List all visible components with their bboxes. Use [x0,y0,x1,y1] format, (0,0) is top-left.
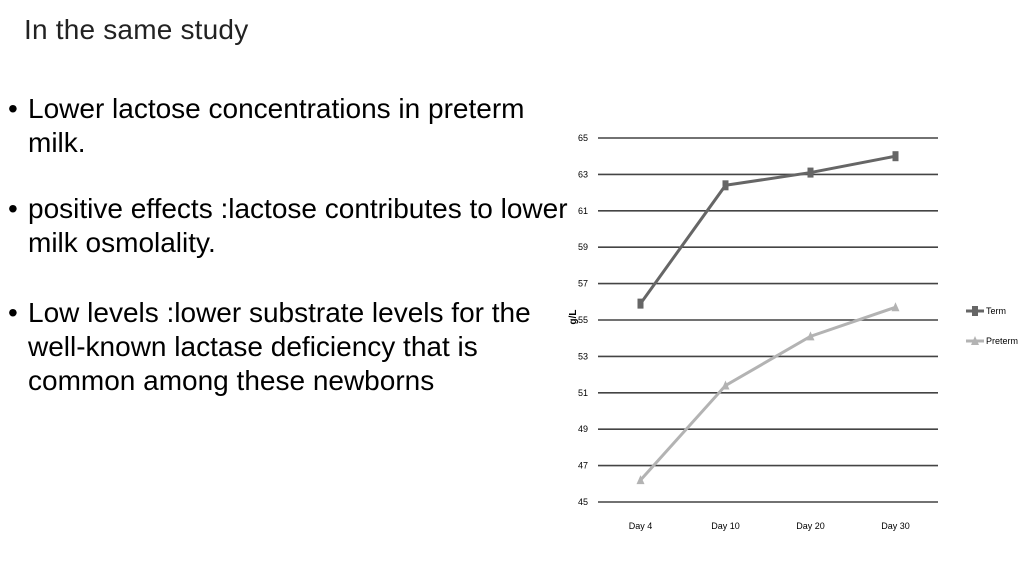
x-tick-label: Day 4 [629,521,653,531]
y-tick-label: 65 [578,133,588,143]
y-tick-label: 49 [578,424,588,434]
chart-container: 45 47 49 51 53 55 57 59 61 63 65 Day 4 Day 10 Day 20… [558,120,1024,550]
y-tick-label: 57 [578,279,588,289]
y-tick-labels: 45 47 49 51 53 55 57 59 61 63 65 [578,133,588,507]
x-tick-label: Day 20 [796,521,825,531]
y-tick-label: 45 [578,497,588,507]
x-tick-labels: Day 4 Day 10 Day 20 Day 30 [629,521,910,531]
y-tick-label: 55 [578,315,588,325]
triangle-marker [806,331,815,341]
triangle-marker [971,336,979,345]
series-lines [636,151,900,485]
legend-entry: Preterm [986,336,1018,346]
y-axis-label: g/L [568,310,579,325]
square-marker [807,167,814,178]
y-tick-label: 47 [578,461,588,471]
square-marker [722,180,729,191]
line-chart: 45 47 49 51 53 55 57 59 61 63 65 Day 4 Day 10 Day 20… [568,133,1018,531]
bullet-item: • positive effects :lactose contributes … [8,192,568,260]
slide-title: In the same study [24,14,249,45]
legend-entry: Term [986,306,1006,316]
bullet-dot: • [8,297,18,328]
x-tick-label: Day 30 [881,521,910,531]
y-tick-label: 53 [578,351,588,361]
y-tick-label: 51 [578,388,588,398]
x-tick-label: Day 10 [711,521,740,531]
bullet-text: Low levels :lower substrate levels for t… [28,297,531,396]
grid-lines [598,137,938,503]
square-marker [892,151,899,162]
triangle-marker [891,302,900,312]
bullet-dot: • [8,93,18,124]
bullet-text: Lower lactose concentrations in preterm … [28,93,525,158]
bullet-dot: • [8,193,18,224]
y-tick-label: 59 [578,242,588,252]
bullet-text: positive effects :lactose contributes to… [28,193,568,258]
square-marker [637,298,644,309]
bullet-list: • Lower lactose concentrations in preter… [8,92,568,430]
square-marker [972,306,978,316]
series-line-preterm [639,305,896,482]
bullet-item: • Low levels :lower substrate levels for… [8,296,568,398]
series-line-term [639,154,896,305]
chart-legend: Term Preterm [966,306,1018,346]
triangle-marker [636,475,645,485]
y-tick-label: 61 [578,206,588,216]
y-tick-label: 63 [578,169,588,179]
triangle-marker [721,380,730,390]
bullet-item: • Lower lactose concentrations in preter… [8,92,568,160]
